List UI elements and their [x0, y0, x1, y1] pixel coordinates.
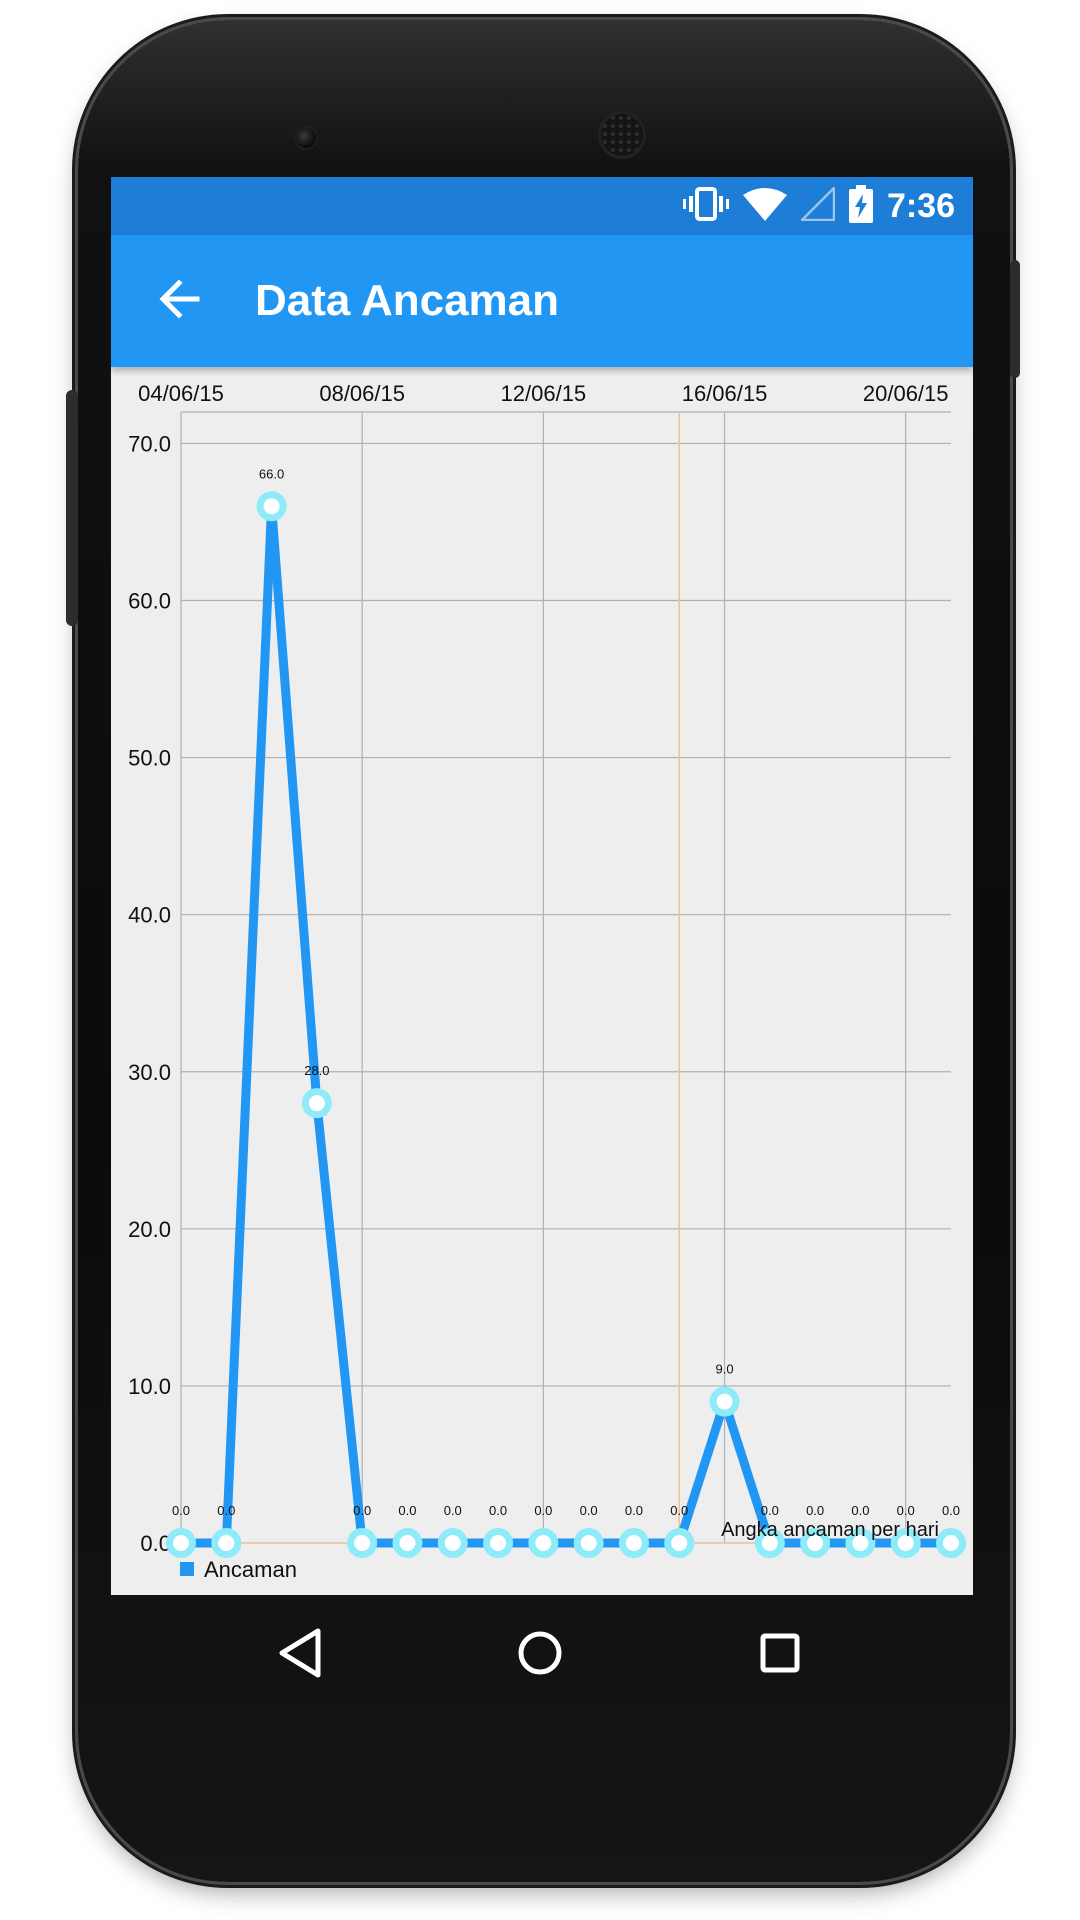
status-bar: 7:36 — [111, 177, 973, 235]
y-tick-label: 10.0 — [128, 1374, 171, 1399]
arrow-back-icon — [157, 277, 201, 326]
data-point — [573, 1528, 604, 1558]
data-label: 0.0 — [851, 1503, 869, 1518]
data-point — [528, 1528, 559, 1558]
nav-home-button[interactable] — [485, 1600, 595, 1710]
data-point — [845, 1528, 876, 1558]
earpiece-speaker — [601, 114, 643, 156]
navigation-bar — [180, 1600, 900, 1710]
x-tick-label: 04/06/15 — [138, 381, 224, 406]
data-label: 66.0 — [259, 466, 284, 481]
data-point — [211, 1528, 242, 1558]
data-label: 0.0 — [534, 1503, 552, 1518]
data-label: 0.0 — [444, 1503, 462, 1518]
x-tick-label: 20/06/15 — [863, 381, 949, 406]
data-point — [664, 1528, 695, 1558]
nav-recents-button[interactable] — [725, 1600, 835, 1710]
data-point — [437, 1528, 468, 1558]
app-bar: Data Ancaman — [111, 235, 973, 367]
data-point — [800, 1528, 831, 1558]
line-chart[interactable]: 0.0 10.0 20.0 30.0 40.0 50.0 60.0 70.0 04/06/15 0… — [111, 367, 973, 1595]
data-label: 0.0 — [670, 1503, 688, 1518]
status-icons: 7:36 — [682, 177, 955, 235]
y-tick-label: 60.0 — [128, 589, 171, 614]
data-point — [890, 1528, 921, 1558]
data-point — [392, 1528, 423, 1558]
data-point — [754, 1528, 785, 1558]
data-point — [618, 1528, 649, 1558]
data-point — [166, 1528, 196, 1558]
data-point — [483, 1528, 514, 1558]
data-label: 0.0 — [489, 1503, 507, 1518]
data-point — [301, 1088, 332, 1119]
chart-area[interactable]: 0.0 10.0 20.0 30.0 40.0 50.0 60.0 70.0 04/06/15 0… — [111, 367, 973, 1595]
data-label: 0.0 — [398, 1503, 416, 1518]
y-tick-label: 20.0 — [128, 1217, 171, 1242]
front-camera — [296, 128, 316, 148]
vibrate-icon — [682, 186, 729, 227]
data-label: 0.0 — [897, 1503, 915, 1518]
y-tick-label: 40.0 — [128, 903, 171, 928]
data-label: 28.0 — [304, 1063, 329, 1078]
back-button[interactable] — [149, 271, 209, 331]
x-tick-label: 16/06/15 — [682, 381, 768, 406]
legend-swatch — [180, 1562, 194, 1576]
recents-square-icon — [758, 1631, 802, 1680]
chart-description: Angka ancaman per hari — [721, 1519, 939, 1541]
data-point — [347, 1528, 378, 1558]
data-label: 0.0 — [217, 1503, 235, 1518]
data-label: 0.0 — [942, 1503, 960, 1518]
y-tick-label: 50.0 — [128, 746, 171, 771]
status-time: 7:36 — [886, 186, 955, 225]
data-label: 0.0 — [353, 1503, 371, 1518]
power-button — [1010, 260, 1020, 378]
data-point — [256, 491, 287, 522]
battery-charging-icon — [848, 184, 873, 228]
cell-signal-icon — [798, 184, 836, 226]
phone-screen: 7:36 Data Ancaman 0.0 10.0 20.0 30.0 40.0 50.… — [111, 177, 973, 1595]
y-tick-label: 30.0 — [128, 1060, 171, 1085]
legend-label: Ancaman — [204, 1557, 297, 1582]
data-label: 0.0 — [625, 1503, 643, 1518]
data-point — [936, 1528, 966, 1558]
x-tick-label: 12/06/15 — [501, 381, 587, 406]
data-label: 0.0 — [806, 1503, 824, 1518]
y-tick-label: 0.0 — [140, 1531, 171, 1556]
y-tick-label: 70.0 — [128, 431, 171, 456]
page-title: Data Ancaman — [255, 276, 560, 325]
data-label: 9.0 — [715, 1362, 733, 1377]
data-label: 0.0 — [761, 1503, 779, 1518]
data-point — [709, 1386, 740, 1417]
data-label: 0.0 — [172, 1503, 190, 1518]
chart-background — [111, 367, 973, 1595]
wifi-icon — [742, 187, 787, 226]
nav-back-button[interactable] — [245, 1600, 355, 1710]
home-circle-icon — [516, 1629, 564, 1682]
volume-button — [66, 390, 78, 626]
x-tick-label: 08/06/15 — [319, 381, 405, 406]
data-label: 0.0 — [580, 1503, 598, 1518]
back-triangle-icon — [276, 1627, 324, 1684]
